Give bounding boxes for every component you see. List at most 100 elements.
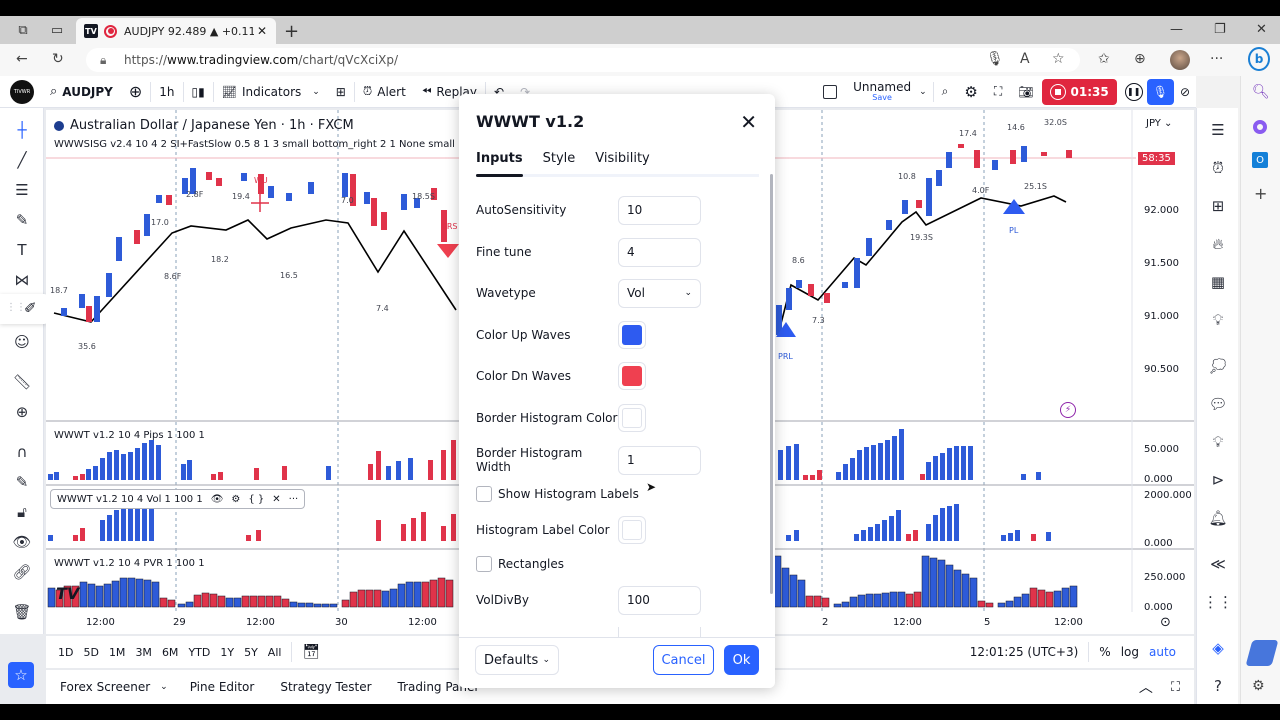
cancel-button[interactable]: Cancel xyxy=(653,645,714,675)
alert-button[interactable]: ⏰︎ Alert xyxy=(355,76,414,108)
range-ytd[interactable]: YTD xyxy=(188,645,211,659)
back-icon[interactable]: ← xyxy=(16,51,28,67)
streams-play-icon[interactable]: ⊳ xyxy=(1211,471,1225,489)
magnet-icon[interactable]: ∩ xyxy=(16,443,28,461)
ideas-bulb-icon[interactable]: 💡︎ xyxy=(1212,311,1224,329)
stop-recording-button[interactable]: 01:35 xyxy=(1041,78,1117,105)
trend-line-icon[interactable]: ╱ xyxy=(17,151,27,169)
range-1m[interactable]: 1M xyxy=(108,645,126,659)
alerts-clock-icon[interactable]: ⏰︎ xyxy=(1212,159,1224,177)
tab-trading-panel[interactable]: Trading Panel xyxy=(397,680,478,694)
tab-strategy-tester[interactable]: Strategy Tester xyxy=(280,680,372,694)
favorite-star-icon[interactable]: ☆ xyxy=(1052,51,1065,67)
border-color-swatch[interactable] xyxy=(618,404,646,432)
color-dn-swatch[interactable] xyxy=(618,362,646,390)
field-rectangles[interactable]: Rectangles xyxy=(476,549,756,579)
tab-visibility[interactable]: Visibility xyxy=(595,151,650,166)
source-code-icon[interactable]: { } xyxy=(248,493,265,505)
ok-button[interactable]: Ok xyxy=(724,645,759,675)
layout-name-button[interactable]: Unnamed Save xyxy=(845,76,919,108)
lock-drawings-icon[interactable]: ✎ xyxy=(15,473,29,491)
favorites-star-button[interactable]: ☆ xyxy=(8,662,34,688)
collapse-panel-icon[interactable]: ︿ xyxy=(1138,680,1153,696)
read-aloud-icon[interactable]: A xyxy=(1020,51,1030,67)
text-icon[interactable]: T xyxy=(17,241,27,259)
tab-pine-editor[interactable]: Pine Editor xyxy=(189,680,255,694)
tab-forex-screener[interactable]: Forex Screener xyxy=(60,680,151,694)
defaults-button[interactable]: Defaults ⌄ xyxy=(475,645,559,675)
interval-button[interactable]: 1h xyxy=(151,76,182,108)
range-1d[interactable]: 1D xyxy=(58,645,74,659)
add-list-icon[interactable]: ⊞ xyxy=(1211,197,1225,215)
main-indicator-legend[interactable]: WWWSISG v2.4 10 4 2 SI+FastSlow 0.5 8 1 … xyxy=(54,139,484,150)
gear-icon[interactable]: ⚙ xyxy=(231,493,241,505)
tab-style[interactable]: Style xyxy=(542,151,576,166)
fib-lines-icon[interactable]: ☰ xyxy=(15,181,29,199)
symbol-legend[interactable]: Australian Dollar / Japanese Yen · 1h · … xyxy=(54,118,354,133)
quick-search-button[interactable]: ⌕ xyxy=(934,76,957,108)
favorites-icon[interactable]: ✩ xyxy=(1098,51,1110,67)
edge-settings-icon[interactable]: ⚙ xyxy=(1252,678,1265,694)
unlock-icon[interactable]: 🔓︎ xyxy=(17,503,27,521)
tradingview-chart-logo[interactable]: TV xyxy=(56,584,80,603)
percent-toggle[interactable]: % xyxy=(1099,645,1111,659)
range-3m[interactable]: 3M xyxy=(135,645,152,659)
minimize-button[interactable]: — xyxy=(1170,22,1183,37)
highlighter-tool-active[interactable]: ⋮⋮ ✐ xyxy=(0,294,48,324)
range-5d[interactable]: 5D xyxy=(83,645,99,659)
symbol-search-button[interactable]: ⌕ AUDJPY xyxy=(42,76,121,108)
tab-actions-icon[interactable]: ▭ xyxy=(50,22,64,38)
chat-icon[interactable]: 💬︎ xyxy=(1208,395,1228,413)
pane-vol-legend[interactable]: WWWT v1.2 10 4 Vol 1 100 1 👁︎ ⚙ { } ✕ ··… xyxy=(50,489,306,509)
chevron-down-icon[interactable]: ⌄ xyxy=(160,682,168,692)
dialog-scrollbar[interactable] xyxy=(770,174,773,594)
more-menu-icon[interactable]: ··· xyxy=(1210,51,1224,67)
workspaces-icon[interactable]: ⧉ xyxy=(18,22,28,38)
close-tab-icon[interactable]: ✕ xyxy=(256,24,268,38)
new-tab-button[interactable]: + xyxy=(284,21,300,42)
trash-icon[interactable]: 🗑︎ xyxy=(12,603,32,621)
zoom-in-icon[interactable]: ⊕ xyxy=(15,403,29,421)
tab-inputs[interactable]: Inputs xyxy=(476,151,523,177)
more-icon[interactable]: ··· xyxy=(288,493,299,505)
show-labels-checkbox[interactable] xyxy=(476,486,492,502)
undo-button[interactable]: ↶ xyxy=(486,76,512,108)
outlook-icon[interactable]: O xyxy=(1252,152,1268,168)
settings-button[interactable]: ⚙ xyxy=(956,76,985,108)
browser-tab[interactable]: TV AUDJPY 92.489 ▲ +0.11% U ✕ xyxy=(76,18,276,44)
compare-symbol-button[interactable]: ⊕ xyxy=(121,76,150,108)
close-dialog-button[interactable]: ✕ xyxy=(740,110,757,134)
pane-pips-legend[interactable]: WWWT v1.2 10 4 Pips 1 100 1 xyxy=(54,430,205,441)
field-show-labels[interactable]: Show Histogram Labels xyxy=(476,479,756,509)
hotlist-flame-icon[interactable]: 🔥︎ xyxy=(1212,235,1224,253)
microphone-icon[interactable]: 🎙︎ xyxy=(986,51,1004,67)
indicators-button[interactable]: 📈︎ Indicators ⌄ xyxy=(214,76,328,108)
chevron-down-icon[interactable]: ⌄ xyxy=(919,86,927,97)
range-all[interactable]: All xyxy=(267,645,282,659)
user-logo[interactable]: TIVWR xyxy=(10,79,34,104)
color-up-swatch[interactable] xyxy=(618,321,646,349)
pattern-icon[interactable]: ⋈ xyxy=(14,271,30,289)
auto-toggle[interactable]: auto xyxy=(1148,645,1176,659)
rectangles-checkbox[interactable] xyxy=(476,556,492,572)
ideas-stream-icon[interactable]: 💡︎ xyxy=(1212,433,1224,451)
chart-type-button[interactable]: ▯▮ xyxy=(184,76,213,108)
brush-icon[interactable]: ✎ xyxy=(15,211,29,229)
range-1y[interactable]: 1Y xyxy=(220,645,235,659)
calendar-icon[interactable]: ▦ xyxy=(1210,273,1226,291)
border-width-input[interactable]: 1 xyxy=(618,445,701,475)
auto-sensitivity-input[interactable]: 10 xyxy=(618,195,701,225)
microphone-button[interactable]: 🎙︎ xyxy=(1146,78,1174,105)
clock-timezone[interactable]: 12:01:25 (UTC+3) xyxy=(969,645,1079,659)
wavetype-select[interactable]: Vol ⌄ xyxy=(618,278,701,308)
bing-copilot-icon[interactable]: b xyxy=(1248,47,1270,71)
object-tree-icon[interactable]: ⋮⋮ xyxy=(1203,593,1233,611)
profile-avatar[interactable] xyxy=(1170,50,1190,70)
restore-button[interactable]: ❐ xyxy=(1214,22,1226,37)
collapse-chevrons-icon[interactable]: ≪ xyxy=(1210,555,1226,573)
url-field[interactable]: 🔒︎ https://www.tradingview.com/chart/qVc… xyxy=(86,48,1080,72)
add-app-icon[interactable]: + xyxy=(1254,184,1268,203)
fullscreen-button[interactable]: ⛶ xyxy=(986,76,1010,108)
eye-icon[interactable]: 👁︎ xyxy=(210,493,224,505)
pause-recording-button[interactable]: ❚❚ xyxy=(1121,76,1147,108)
